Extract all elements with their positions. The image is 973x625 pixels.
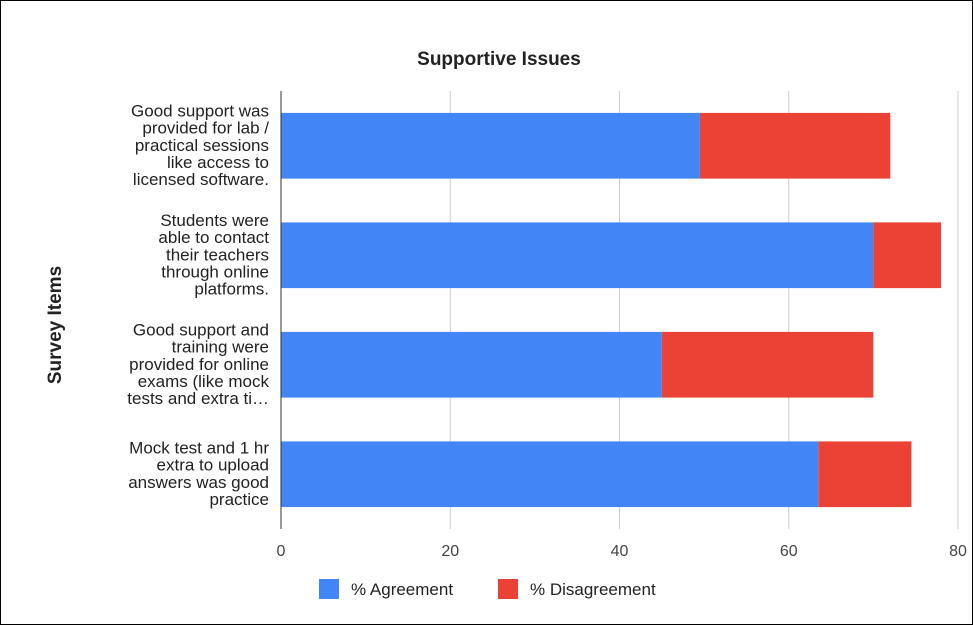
bars <box>281 112 942 508</box>
bar-agreement <box>281 112 700 179</box>
legend-label: % Agreement <box>351 580 453 599</box>
category-label-line: through online <box>161 262 269 281</box>
x-tick-label: 60 <box>780 543 798 560</box>
category-label-line: provided for lab / <box>142 119 269 138</box>
legend-swatch <box>498 579 518 599</box>
category-label-line: practical sessions <box>135 136 269 155</box>
x-tick-label: 80 <box>949 543 967 560</box>
category-label: Mock test and 1 hr extra to upload answers… <box>128 438 269 509</box>
category-label-line: Good support was <box>131 101 269 120</box>
category-label-line: tests and extra ti… <box>127 389 269 408</box>
category-label-line: extra to upload <box>157 456 269 475</box>
legend: % Agreement % Disagreement <box>319 579 656 599</box>
x-tick-label: 40 <box>611 543 629 560</box>
category-label-line: Mock test and 1 hr <box>129 438 269 457</box>
legend-swatch <box>319 579 339 599</box>
x-tick-labels: 0 20 40 60 80 <box>277 543 967 560</box>
bar-disagreement <box>818 441 912 508</box>
bar-disagreement <box>661 331 874 398</box>
category-label: Students were able to contact their teache… <box>158 211 269 299</box>
category-label-line: Students were <box>160 211 269 230</box>
category-label-line: exams (like mock <box>138 372 270 391</box>
category-labels: Good support was provided for lab / practi… <box>127 101 269 509</box>
category-label-line: training were <box>172 338 269 357</box>
category-label-line: licensed software. <box>133 170 269 189</box>
bar-agreement <box>281 331 662 398</box>
bar-agreement <box>281 222 874 289</box>
category-label-line: provided for online <box>129 355 269 374</box>
bar-disagreement <box>699 112 891 179</box>
category-label-line: answers was good <box>128 473 269 492</box>
category-label-line: platforms. <box>194 280 269 299</box>
category-label-line: able to contact <box>158 228 269 247</box>
x-tick-label: 0 <box>277 543 286 560</box>
category-label-line: like access to <box>167 153 269 172</box>
category-label: Good support was provided for lab / practi… <box>131 101 269 189</box>
category-label-line: practice <box>209 490 269 509</box>
category-label: Good support and training were provided fo… <box>127 320 269 408</box>
x-tick-label: 20 <box>441 543 459 560</box>
bar-disagreement <box>873 222 942 289</box>
category-label-line: Good support and <box>133 320 269 339</box>
chart-title: Supportive Issues <box>417 49 581 70</box>
y-axis-label: Survey Items <box>45 266 66 384</box>
legend-label: % Disagreement <box>530 580 656 599</box>
category-label-line: their teachers <box>166 245 269 264</box>
bar-agreement <box>281 441 819 508</box>
